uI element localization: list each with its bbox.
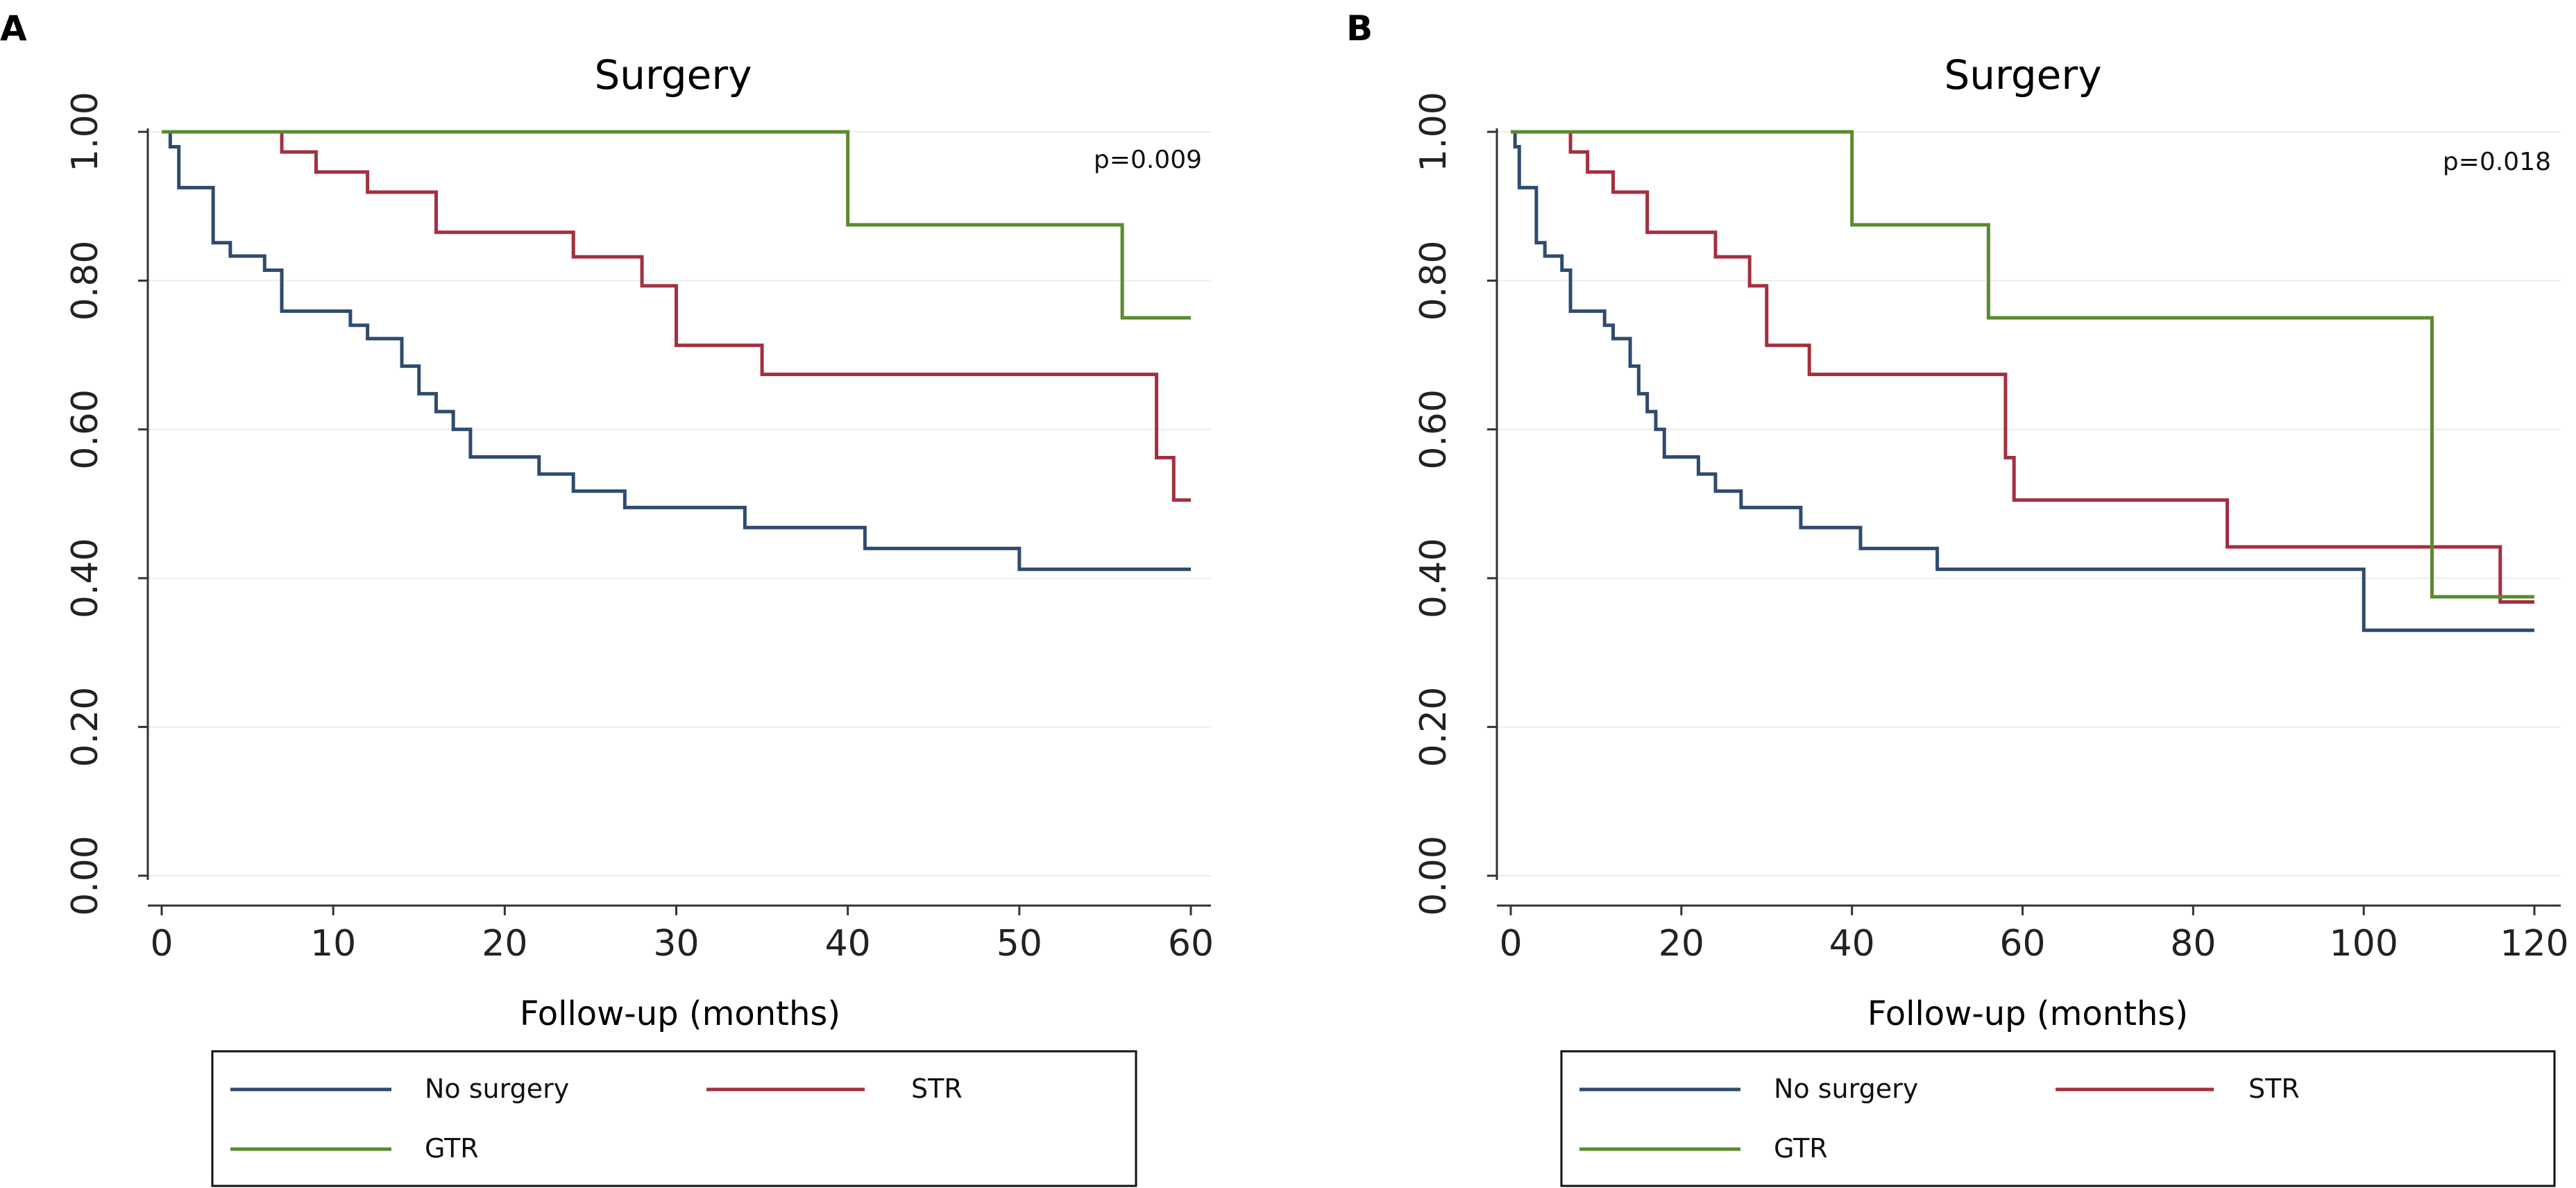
panel-b: B Surgery 0.00 0.20 0.40 0.60 0.80 1.00 0 20 40… [1346,8,2569,1187]
km-curves [162,130,1191,571]
legend-label-no-surgery: No surgery [425,1074,569,1104]
km-curve-str [162,130,1191,502]
x-tick-label: 50 [997,923,1042,965]
x-axis-label: Follow-up (months) [520,994,840,1033]
y-ticks: 0.00 0.20 0.40 0.60 0.80 1.00 [1413,92,1497,916]
y-tick-label: 0.40 [1413,538,1455,618]
y-tick-label: 0.80 [1413,241,1455,321]
y-tick-label: 0.00 [1413,835,1455,916]
grid-lines [1497,131,2561,876]
x-tick-label: 100 [2330,923,2398,965]
km-curve-gtr [1511,130,2534,599]
p-value-annotation: p=0.018 [2443,148,2551,176]
legend-label-str: STR [911,1074,963,1104]
km-curves [1511,130,2534,632]
legend-label-no-surgery: No surgery [1774,1074,1918,1104]
x-tick-label: 60 [1168,923,1214,965]
x-tick-label: 0 [1499,923,1522,965]
x-tick-label: 60 [1999,923,2045,965]
panel-letter: A [0,8,27,49]
km-curve-str [1511,130,2534,604]
x-tick-label: 0 [150,923,173,965]
y-tick-label: 0.20 [1413,687,1455,767]
y-tick-label: 0.00 [65,835,106,916]
legend-label-gtr: GTR [1774,1133,1828,1164]
legend: No surgery STR GTR [1560,1050,2556,1187]
chart-title: Surgery [594,51,752,99]
x-tick-label: 40 [1829,923,1875,965]
x-tick-label: 120 [2500,923,2568,965]
km-curve-no-surgery [1511,130,2534,632]
y-tick-label: 0.60 [65,389,106,470]
x-tick-label: 20 [482,923,527,965]
legend: No surgery STR GTR [211,1050,1137,1187]
x-tick-label: 10 [310,923,356,965]
x-ticks: 0 20 40 60 80 100 120 [1499,906,2569,965]
legend-label-str: STR [2248,1074,2300,1104]
legend-box [211,1050,1137,1187]
y-tick-label: 1.00 [1413,92,1455,172]
legend-box [1560,1050,2556,1187]
y-tick-label: 1.00 [65,92,106,172]
y-tick-label: 0.80 [65,241,106,321]
p-value-annotation: p=0.009 [1094,146,1202,174]
x-tick-label: 40 [825,923,871,965]
km-curve-no-surgery [162,130,1191,571]
panel-a: A Surgery 0.00 0.20 0.40 0.60 0.80 1.00 0 10 20… [0,8,1214,1187]
km-curve-gtr [162,130,1191,320]
x-tick-label: 20 [1659,923,1704,965]
legend-label-gtr: GTR [425,1133,479,1164]
panel-letter: B [1346,8,1373,49]
y-tick-label: 0.40 [65,538,106,618]
y-tick-label: 0.60 [1413,389,1455,470]
x-tick-label: 30 [653,923,699,965]
x-ticks: 0 10 20 30 40 50 60 [150,906,1214,965]
x-tick-label: 80 [2170,923,2216,965]
y-ticks: 0.00 0.20 0.40 0.60 0.80 1.00 [65,92,148,916]
x-axis-label: Follow-up (months) [1867,994,2188,1033]
chart-title: Surgery [1944,51,2101,99]
y-tick-label: 0.20 [65,687,106,767]
